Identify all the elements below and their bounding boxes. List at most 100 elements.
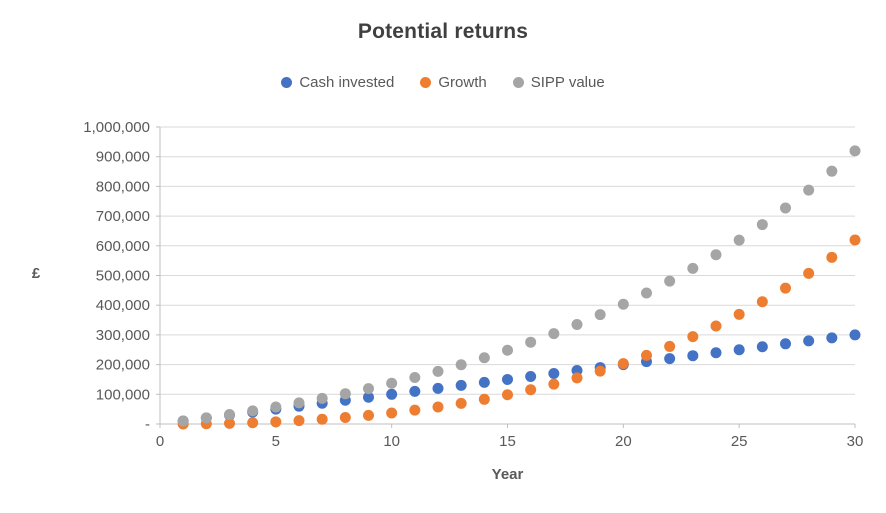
data-point-sipp-value (803, 184, 815, 196)
legend-item-sipp-value: SIPP value (512, 74, 605, 91)
data-point-growth (594, 365, 606, 377)
data-point-cash-invested (780, 338, 791, 350)
y-tick-label: 100,000 (96, 386, 150, 403)
y-tick-label: 900,000 (96, 149, 150, 166)
data-point-sipp-value (224, 408, 235, 420)
data-point-cash-invested (548, 368, 560, 380)
data-point-sipp-value (432, 365, 444, 377)
data-point-growth (455, 397, 467, 409)
data-point-cash-invested (386, 388, 398, 400)
data-point-sipp-value (617, 298, 629, 310)
data-point-sipp-value (733, 234, 745, 246)
data-point-growth (502, 389, 513, 401)
x-tick-label: 25 (731, 433, 748, 450)
data-point-growth (316, 413, 328, 425)
legend-marker-sipp-value-icon (512, 77, 524, 88)
data-point-sipp-value (525, 336, 537, 348)
y-tick-label: 600,000 (96, 238, 150, 255)
legend-item-cash-invested: Cash invested (281, 74, 394, 91)
data-point-cash-invested (849, 329, 861, 341)
data-point-growth (826, 251, 838, 263)
data-point-sipp-value (641, 287, 652, 299)
data-point-growth (687, 331, 699, 343)
x-tick-label: 30 (847, 433, 864, 450)
data-point-sipp-value (247, 405, 259, 417)
data-point-sipp-value (687, 262, 699, 274)
x-tick-label: 15 (499, 433, 516, 450)
data-point-sipp-value (826, 165, 838, 177)
data-point-growth (224, 417, 235, 429)
data-point-cash-invested (756, 341, 768, 353)
data-point-cash-invested (432, 382, 444, 394)
data-point-sipp-value (594, 309, 606, 321)
data-point-cash-invested (710, 347, 722, 359)
x-tick-label: 5 (272, 433, 280, 450)
data-point-growth (664, 340, 676, 352)
x-tick-label: 20 (615, 433, 632, 450)
data-point-sipp-value (548, 328, 560, 340)
data-point-growth (733, 308, 745, 320)
data-point-growth (386, 407, 398, 419)
data-point-growth (247, 417, 259, 429)
data-point-sipp-value (270, 401, 282, 413)
legend-label: Growth (438, 74, 487, 91)
data-point-sipp-value (293, 397, 305, 409)
data-point-growth (339, 411, 351, 423)
data-point-growth (756, 296, 768, 308)
chart-title: Potential returns (357, 20, 529, 43)
data-point-cash-invested (687, 350, 699, 362)
data-point-sipp-value (316, 392, 328, 404)
y-tick-label: 500,000 (96, 268, 150, 285)
data-point-sipp-value (455, 359, 467, 371)
data-point-growth (548, 378, 560, 390)
data-point-sipp-value (849, 145, 861, 157)
data-point-cash-invested (455, 379, 467, 391)
data-point-growth (478, 393, 490, 405)
data-point-sipp-value (710, 249, 722, 261)
data-point-growth (293, 415, 305, 427)
data-point-cash-invested (803, 335, 815, 347)
y-tick-label: 800,000 (96, 178, 150, 195)
y-tick-label: - (145, 416, 150, 433)
y-tick-label: 200,000 (96, 357, 150, 374)
data-point-growth (710, 320, 722, 332)
data-point-sipp-value (409, 371, 421, 383)
data-point-sipp-value (780, 202, 791, 214)
x-axis-title: Year (491, 466, 524, 483)
data-point-cash-invested (409, 385, 421, 397)
data-point-sipp-value (200, 412, 212, 424)
data-point-growth (780, 282, 791, 294)
data-point-growth (525, 384, 537, 396)
y-tick-label: 400,000 (96, 297, 150, 314)
legend-item-growth: Growth (420, 74, 487, 91)
data-point-cash-invested (733, 344, 745, 356)
legend-marker-growth-icon (420, 77, 432, 88)
data-point-sipp-value (756, 219, 768, 231)
legend-marker-cash-invested-icon (281, 77, 293, 88)
data-point-growth (363, 409, 374, 421)
y-tick-label: 300,000 (96, 327, 150, 344)
data-point-cash-invested (363, 391, 374, 403)
data-point-growth (571, 372, 583, 384)
chart-legend: Cash invested Growth SIPP value (0, 74, 886, 91)
data-point-sipp-value (664, 275, 676, 287)
data-point-sipp-value (571, 318, 583, 330)
data-point-growth (432, 401, 444, 413)
data-point-sipp-value (339, 388, 351, 400)
data-point-cash-invested (478, 376, 490, 388)
data-point-growth (270, 416, 282, 428)
y-tick-label: 1,000,000 (83, 119, 150, 136)
data-point-growth (409, 404, 421, 416)
x-tick-label: 0 (156, 433, 164, 450)
data-point-growth (803, 267, 815, 279)
data-point-cash-invested (525, 370, 537, 382)
data-point-sipp-value (386, 377, 398, 389)
x-tick-label: 10 (383, 433, 400, 450)
data-point-growth (641, 349, 652, 361)
y-tick-label: 700,000 (96, 208, 150, 225)
data-point-growth (617, 358, 629, 370)
y-axis-title: £ (31, 265, 41, 282)
legend-label: Cash invested (299, 74, 395, 91)
